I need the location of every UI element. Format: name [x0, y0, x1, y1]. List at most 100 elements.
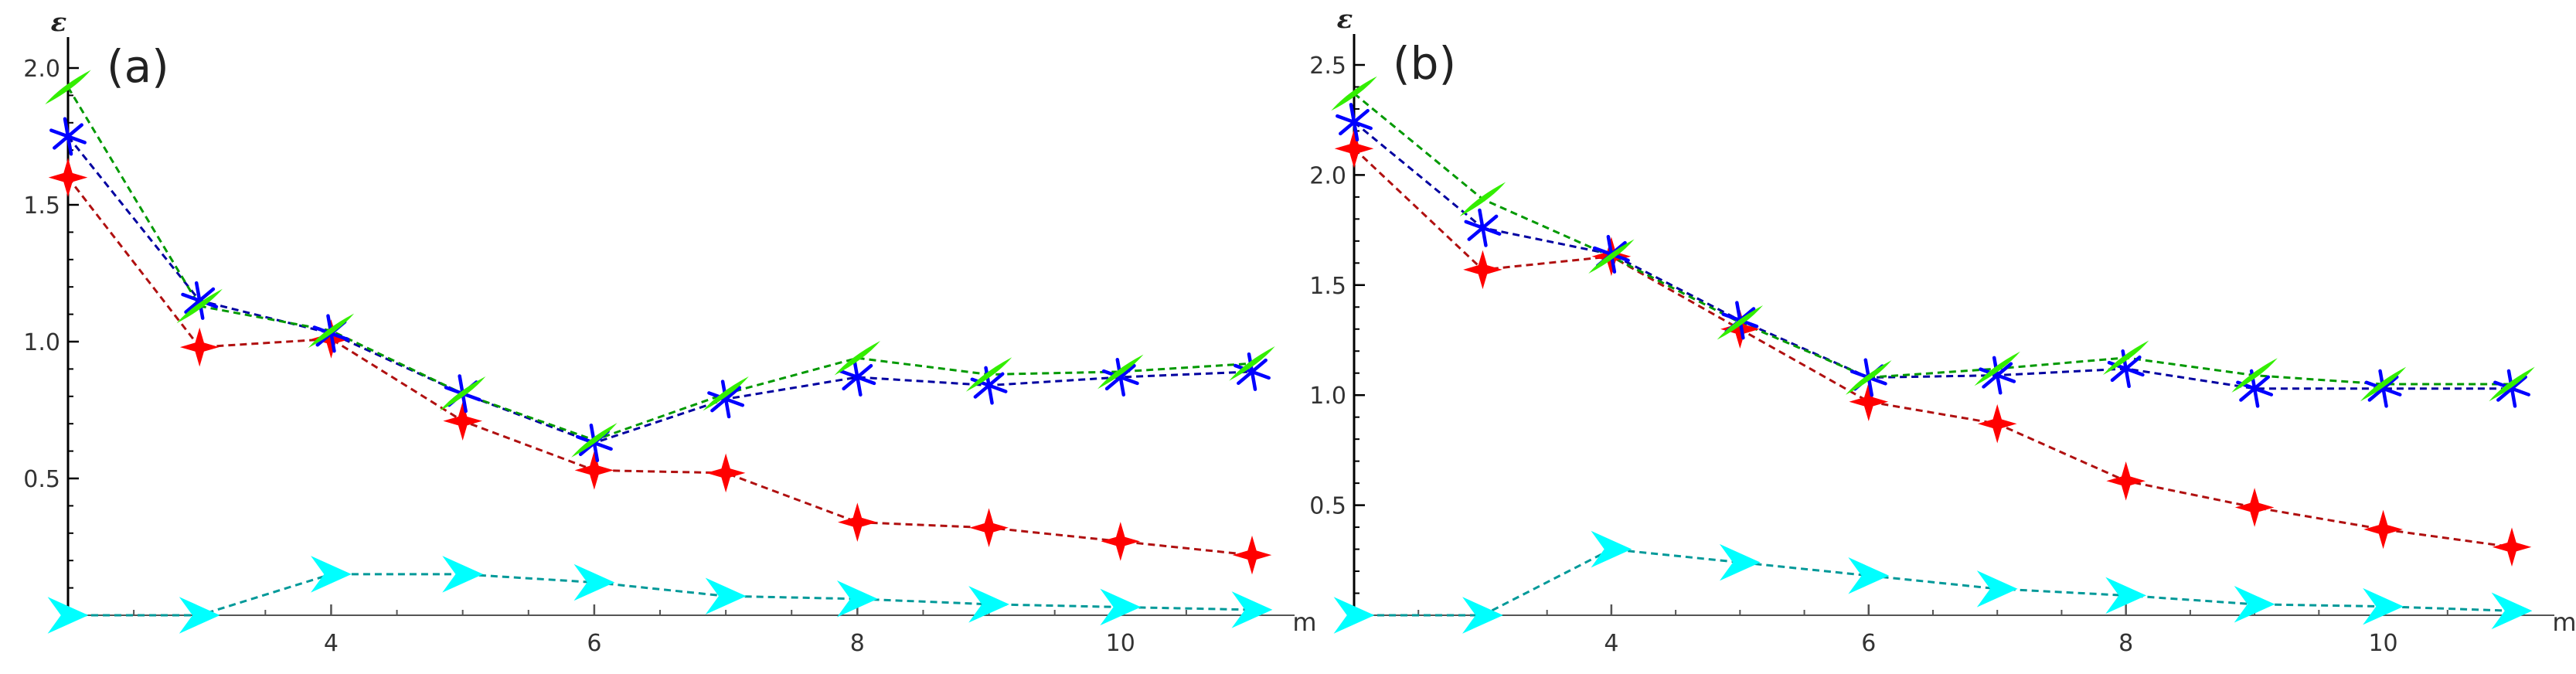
- data-point-green: [834, 340, 881, 376]
- panel-label: (a): [107, 40, 169, 93]
- data-point-blue: [2364, 369, 2402, 408]
- data-point-cyan: [705, 577, 747, 614]
- x-axis-label: m: [2552, 608, 2576, 637]
- series-line-cyan: [1354, 548, 2513, 617]
- data-point-green: [571, 423, 618, 458]
- data-point-blue: [181, 281, 219, 320]
- data-point-cyan: [1462, 597, 1503, 634]
- data-point-cyan: [1848, 557, 1890, 594]
- series-line-blue: [66, 135, 1253, 444]
- data-point-cyan: [311, 556, 352, 593]
- data-point-red: [1101, 522, 1141, 561]
- data-point-red: [1463, 250, 1502, 290]
- chart-panel-a: 0.5 1.0 1.5 2.0 4 6 8 10 ε m (a): [23, 7, 1316, 657]
- data-point-blue: [1979, 356, 2016, 395]
- data-point-red: [1232, 535, 1272, 575]
- data-point-cyan: [47, 597, 89, 634]
- data-point-green: [1229, 346, 1275, 381]
- y-tick-label: 1.5: [1309, 273, 1346, 300]
- data-point-blue: [1234, 352, 1271, 391]
- data-point-cyan: [1231, 591, 1273, 628]
- x-tick-label: 4: [1604, 630, 1618, 657]
- x-tick-label: 6: [1861, 630, 1876, 657]
- data-point-blue: [707, 380, 745, 419]
- data-point-green: [2360, 366, 2407, 402]
- y-tick-label: 0.5: [23, 466, 60, 493]
- x-tick-label: 6: [587, 630, 601, 657]
- data-point-cyan: [442, 556, 484, 593]
- series-line-red: [66, 176, 1253, 557]
- y-tick-label: 2.0: [23, 56, 60, 83]
- x-tick-label: 10: [2368, 630, 2397, 657]
- data-point-cyan: [573, 563, 615, 601]
- y-axis-label: ε: [51, 7, 67, 38]
- data-point-green: [1097, 354, 1144, 390]
- data-point-cyan: [1591, 530, 1632, 568]
- panel-label: (b): [1393, 37, 1456, 90]
- data-point-green: [45, 70, 91, 105]
- data-point-red: [2234, 488, 2275, 527]
- data-point-green: [1459, 182, 1506, 217]
- data-point-cyan: [1976, 570, 2018, 608]
- chart-panel-b: 0.5 1.0 1.5 2.0 2.5 4 6 8 10 ε m (b): [1309, 4, 2576, 657]
- data-point-red: [2363, 509, 2403, 550]
- data-point-blue: [1336, 103, 1373, 142]
- data-point-red: [179, 327, 219, 367]
- data-point-green: [1588, 239, 1635, 274]
- data-point-blue: [839, 358, 876, 397]
- x-tick-label: 4: [324, 630, 339, 657]
- data-point-green: [1331, 76, 1377, 111]
- data-point-red: [706, 453, 746, 493]
- data-point-red: [838, 502, 877, 542]
- data-point-cyan: [1333, 597, 1375, 634]
- data-point-green: [439, 376, 486, 411]
- data-point-blue: [2493, 369, 2530, 408]
- series-line-red: [1353, 148, 2513, 549]
- data-point-cyan: [968, 586, 1009, 623]
- data-point-green: [1974, 351, 2020, 386]
- data-point-green: [965, 357, 1012, 392]
- data-point-green: [1846, 360, 1892, 395]
- series-line-blue: [1353, 121, 2512, 390]
- data-point-cyan: [179, 597, 220, 634]
- data-point-cyan: [2105, 577, 2147, 614]
- data-point-red: [1977, 403, 2017, 444]
- data-point-red: [574, 451, 614, 490]
- x-tick-label: 8: [850, 630, 865, 657]
- data-point-red: [48, 158, 88, 197]
- data-point-green: [308, 313, 355, 349]
- data-point-green: [2231, 358, 2278, 393]
- data-point-blue: [1464, 208, 1502, 247]
- series-line-green: [66, 87, 1253, 441]
- data-point-green: [2102, 340, 2149, 376]
- data-point-cyan: [2234, 586, 2275, 623]
- data-point-red: [969, 508, 1009, 548]
- data-point-cyan: [1100, 588, 1142, 626]
- data-point-green: [2489, 366, 2535, 402]
- series-line-green: [1353, 92, 2512, 386]
- y-tick-label: 1.5: [23, 192, 60, 220]
- x-tick-label: 10: [1106, 630, 1135, 657]
- x-axis-label: m: [1292, 608, 1316, 637]
- series-line-cyan: [68, 573, 1253, 617]
- data-point-cyan: [2363, 587, 2404, 625]
- y-tick-label: 2.5: [1309, 53, 1346, 80]
- data-point-blue: [1101, 358, 1139, 397]
- data-point-cyan: [836, 580, 878, 618]
- data-point-green: [1717, 305, 1764, 340]
- data-point-cyan: [1719, 543, 1761, 581]
- data-point-red: [2492, 527, 2532, 567]
- data-point-red: [1849, 382, 1889, 422]
- data-point-red: [2106, 461, 2146, 501]
- data-point-red: [443, 401, 482, 441]
- x-tick-label: 8: [2118, 630, 2133, 657]
- y-tick-label: 0.5: [1309, 493, 1346, 520]
- y-tick-label: 2.0: [1309, 162, 1346, 189]
- data-point-green: [176, 288, 223, 324]
- y-tick-label: 1.0: [23, 329, 60, 356]
- data-point-blue: [49, 117, 87, 156]
- y-axis-label: ε: [1337, 4, 1353, 35]
- data-point-green: [703, 376, 749, 411]
- y-tick-label: 1.0: [1309, 383, 1346, 410]
